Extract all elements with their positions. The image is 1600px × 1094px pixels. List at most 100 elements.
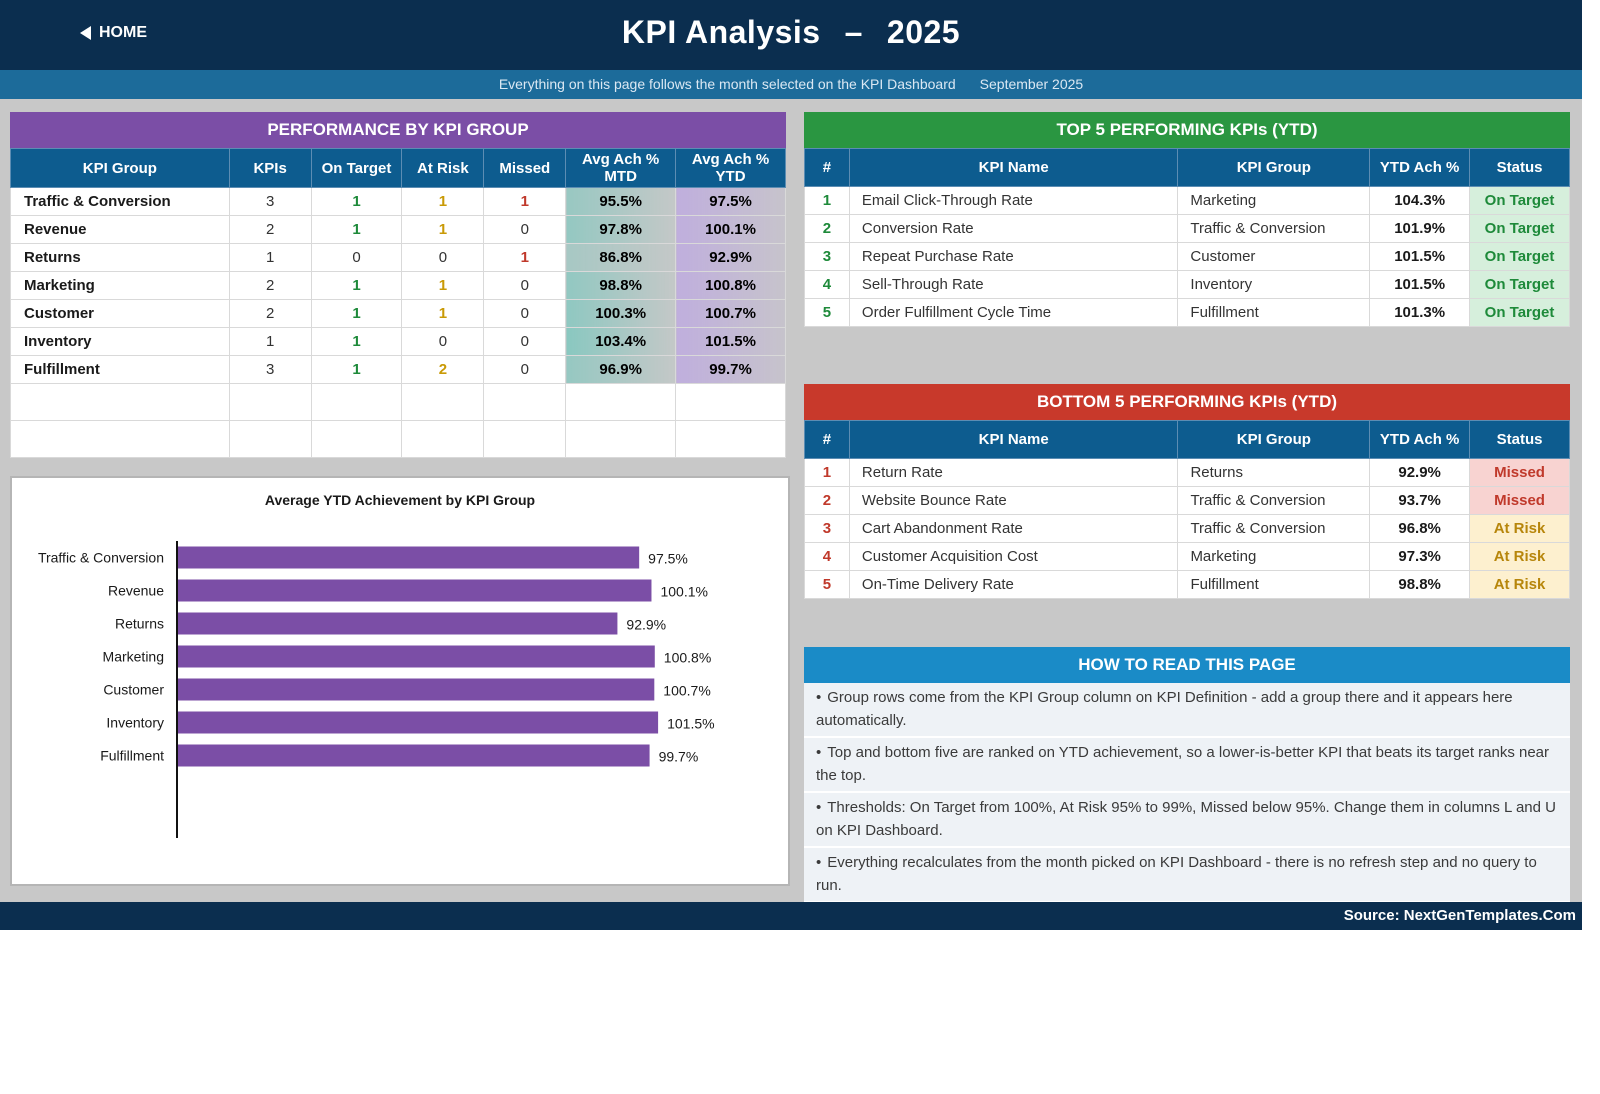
avg-ach-ytd: 92.9% — [675, 243, 786, 272]
empty-cell — [401, 420, 485, 458]
chart-value-label: 101.5% — [667, 716, 714, 732]
status-badge: Missed — [1469, 486, 1570, 515]
status-badge: Missed — [1469, 458, 1570, 487]
status-badge: On Target — [1469, 186, 1570, 215]
kpi-name: Sell-Through Rate — [848, 270, 1179, 299]
col-kpis: KPIs — [228, 148, 312, 188]
chart-value-label: 99.7% — [659, 749, 699, 765]
how-to-read-item: • Top and bottom five are ranked on YTD a… — [804, 738, 1570, 793]
performance-row: Revenue 2 1 1 0 97.8% 100.1% — [10, 215, 786, 244]
ytd-achievement: 101.5% — [1369, 242, 1471, 271]
rank-number: 1 — [804, 458, 850, 487]
ytd-achievement-chart[interactable]: Average YTD Achievement by KPI Group Tra… — [10, 476, 790, 886]
col-kpi-name: KPI Name — [848, 148, 1179, 187]
on-target-count: 1 — [310, 327, 403, 356]
performance-row: Marketing 2 1 1 0 98.8% 100.8% — [10, 271, 786, 300]
chart-category-label: Revenue — [108, 583, 164, 599]
kpi-group: Traffic & Conversion — [1177, 214, 1371, 243]
col-kpi-group: KPI Group — [10, 148, 230, 188]
ytd-achievement: 104.3% — [1369, 186, 1471, 215]
status-badge: On Target — [1469, 214, 1570, 243]
how-to-read-item: • Group rows come from the KPI Group colu… — [804, 683, 1570, 738]
top5-row: 4 Sell-Through Rate Inventory 101.5% On Targ… — [804, 270, 1570, 299]
empty-cell — [401, 383, 485, 421]
col-rank: # — [804, 148, 850, 187]
chart-category-label: Returns — [115, 616, 164, 632]
avg-ach-ytd: 101.5% — [675, 327, 786, 356]
status-badge: On Target — [1469, 242, 1570, 271]
chart-bar — [178, 678, 655, 701]
empty-cell — [675, 420, 786, 458]
status-badge: At Risk — [1469, 570, 1570, 599]
bottom5-row: 5 On-Time Delivery Rate Fulfillment 98.8% At… — [804, 570, 1570, 599]
top5-header: TOP 5 PERFORMING KPIs (YTD) — [804, 112, 1570, 148]
empty-cell — [228, 420, 312, 458]
status-badge: On Target — [1469, 298, 1570, 327]
chart-value-label: 100.1% — [660, 584, 707, 600]
empty-cell — [310, 383, 403, 421]
performance-row: Fulfillment 3 1 2 0 96.9% 99.7% — [10, 355, 786, 384]
bullet-icon: • — [816, 799, 822, 816]
missed-count: 0 — [483, 215, 567, 244]
at-risk-count: 1 — [401, 271, 485, 300]
bullet-icon: • — [816, 689, 822, 706]
avg-ach-ytd: 99.7% — [675, 355, 786, 384]
top5-row: 5 Order Fulfillment Cycle Time Fulfillment… — [804, 298, 1570, 327]
kpi-name: On-Time Delivery Rate — [848, 570, 1179, 599]
kpi-name: Customer Acquisition Cost — [848, 542, 1179, 571]
chart-value-label: 92.9% — [626, 617, 666, 633]
how-to-read-text: Top and bottom five are ranked on YTD ac… — [816, 744, 1550, 784]
rank-number: 1 — [804, 186, 850, 215]
title-bar: HOME KPI Analysis –2025 — [0, 0, 1582, 70]
avg-ach-ytd: 100.1% — [675, 215, 786, 244]
top5-header-row: # KPI Name KPI Group YTD Ach % Status — [804, 148, 1570, 187]
kpi-group-name: Customer — [10, 299, 230, 328]
empty-cell — [483, 383, 567, 421]
kpi-group-name: Fulfillment — [10, 355, 230, 384]
bullet-icon: • — [816, 854, 822, 871]
performance-row: Traffic & Conversion 3 1 1 1 95.5% 97.5% — [10, 187, 786, 216]
chart-category-label: Customer — [103, 682, 164, 698]
missed-count: 0 — [483, 355, 567, 384]
bottom5-row: 1 Return Rate Returns 92.9% Missed — [804, 458, 1570, 487]
empty-cell — [565, 420, 677, 458]
kpi-group: Marketing — [1177, 542, 1371, 571]
kpi-group-name: Inventory — [10, 327, 230, 356]
home-button[interactable]: HOME — [80, 24, 147, 42]
empty-cell — [310, 420, 403, 458]
on-target-count: 1 — [310, 215, 403, 244]
kpi-name: Cart Abandonment Rate — [848, 514, 1179, 543]
col-ytd-ach: YTD Ach % — [1369, 420, 1471, 459]
kpi-group: Traffic & Conversion — [1177, 514, 1371, 543]
missed-count: 1 — [483, 187, 567, 216]
col-status: Status — [1469, 148, 1570, 187]
kpi-group: Traffic & Conversion — [1177, 486, 1371, 515]
empty-cell — [10, 383, 230, 421]
how-to-read-header: HOW TO READ THIS PAGE — [804, 647, 1570, 683]
empty-cell — [483, 420, 567, 458]
chart-value-label: 97.5% — [648, 551, 688, 567]
selected-month: September 2025 — [979, 76, 1084, 92]
rank-number: 5 — [804, 570, 850, 599]
col-at-risk: At Risk — [401, 148, 485, 188]
empty-row — [10, 420, 786, 458]
chart-category-label: Traffic & Conversion — [38, 550, 164, 566]
kpi-count: 3 — [228, 187, 312, 216]
kpi-group: Marketing — [1177, 186, 1371, 215]
title-year: 2025 — [886, 14, 961, 50]
avg-ach-mtd: 98.8% — [565, 271, 677, 300]
performance-header-row: KPI Group KPIs On Target At Risk Missed … — [10, 148, 786, 188]
kpi-group: Fulfillment — [1177, 298, 1371, 327]
performance-row: Returns 1 0 0 1 86.8% 92.9% — [10, 243, 786, 272]
avg-ach-ytd: 100.7% — [675, 299, 786, 328]
chart-category-label: Fulfillment — [100, 748, 164, 764]
col-avg-ytd: Avg Ach % YTD — [675, 148, 786, 188]
chart-plot: Traffic & Conversion 97.5% Revenue 100.1% Re… — [38, 541, 715, 838]
chart-category-label: Inventory — [106, 715, 164, 731]
kpi-group-name: Marketing — [10, 271, 230, 300]
empty-cell — [675, 383, 786, 421]
performance-header: PERFORMANCE BY KPI GROUP — [10, 112, 786, 148]
kpi-group-name: Revenue — [10, 215, 230, 244]
ytd-achievement: 97.3% — [1369, 542, 1471, 571]
